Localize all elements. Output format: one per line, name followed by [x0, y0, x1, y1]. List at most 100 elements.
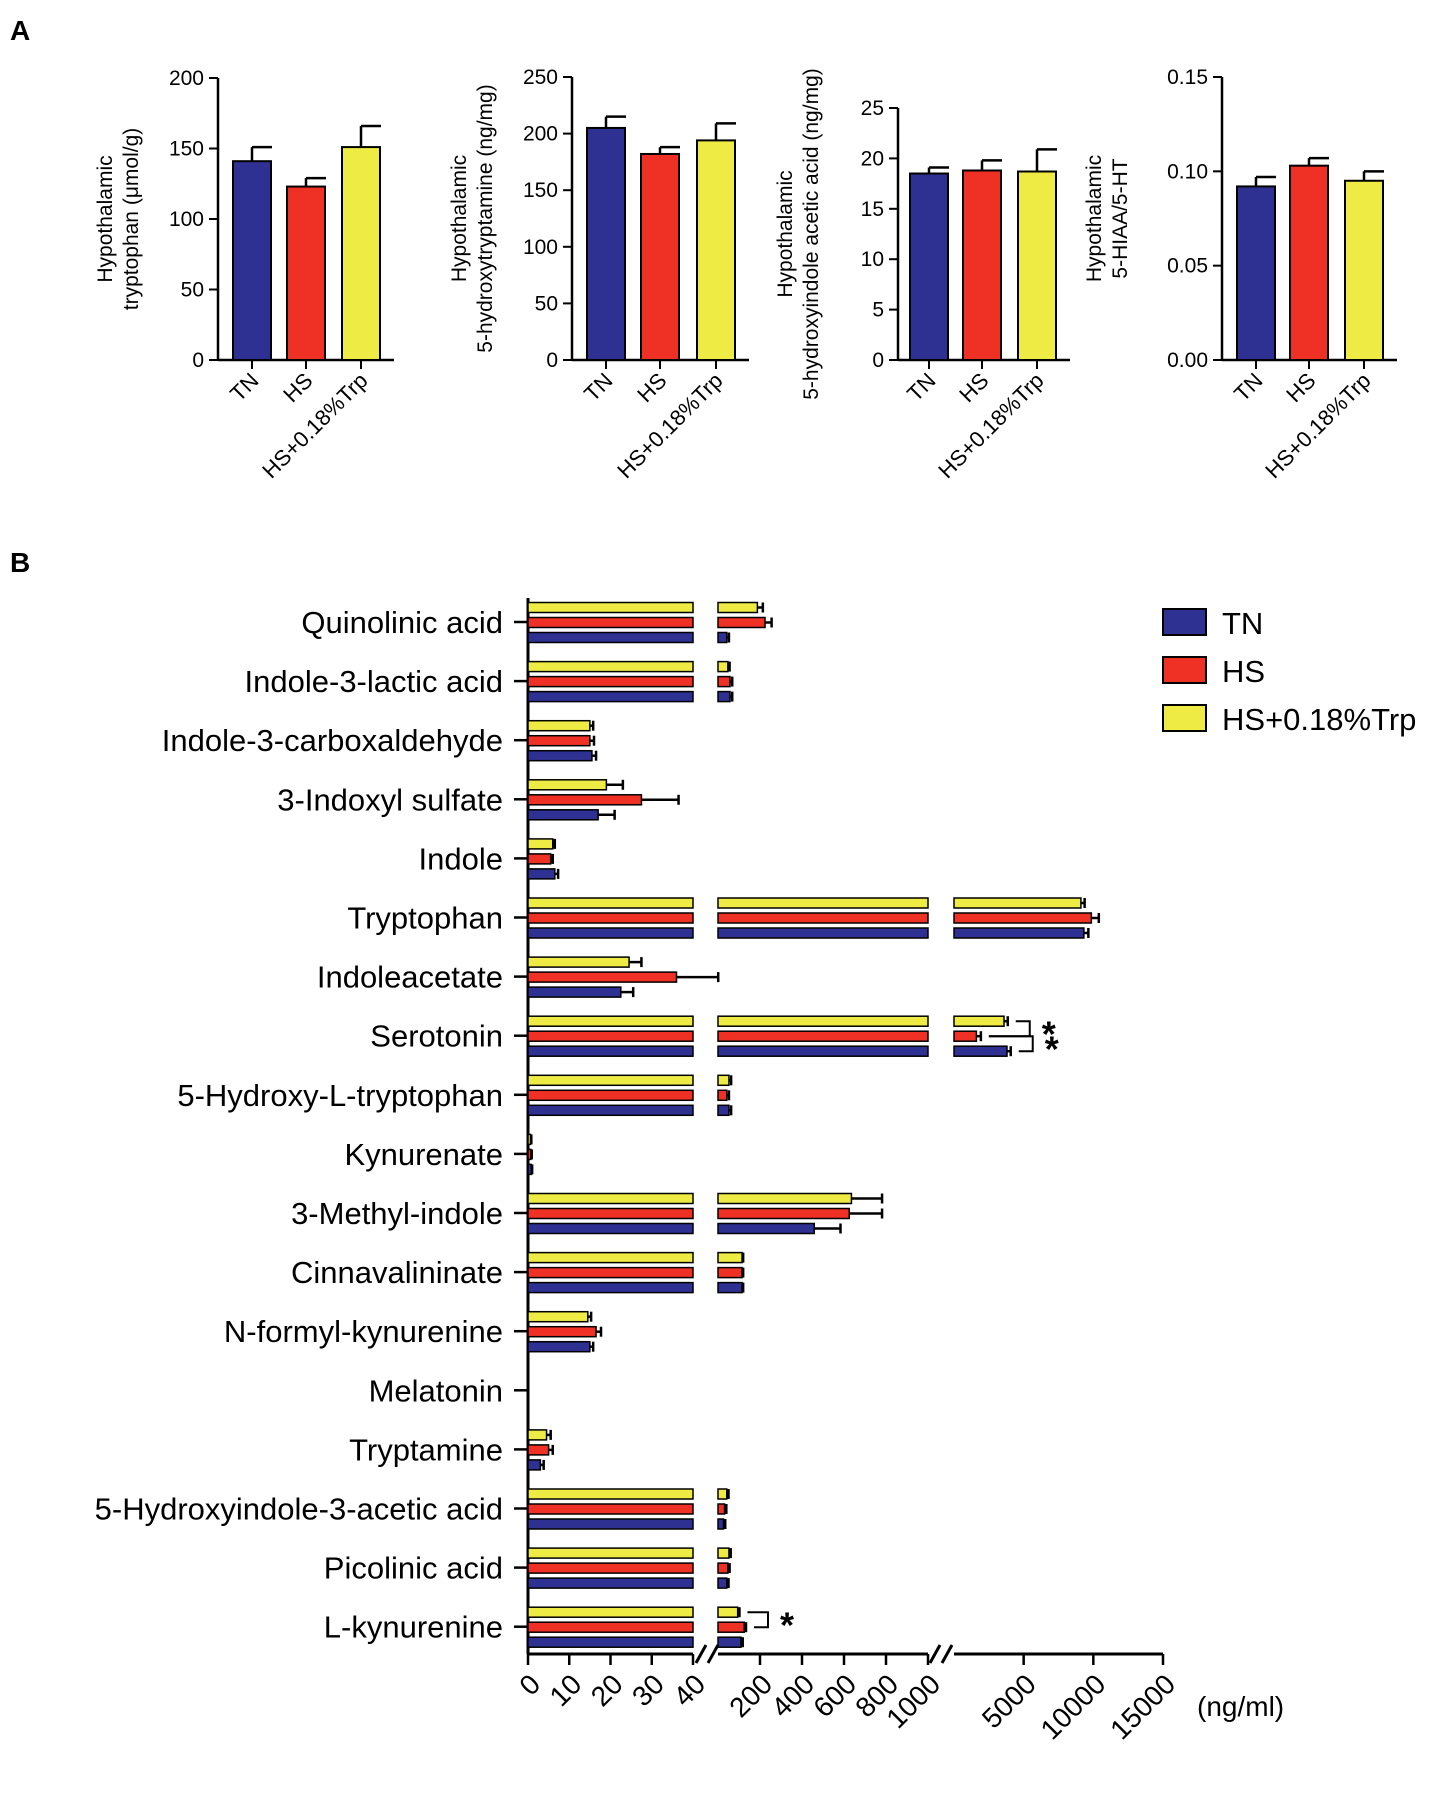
legend-swatch-hs-0-18-trp	[1162, 704, 1207, 732]
bar-tn	[527, 1459, 542, 1471]
bar-hs-0-18-trp	[717, 897, 929, 909]
metabolite-group-tryptophan: Tryptophan	[347, 897, 1101, 939]
x-tick-label: 10000	[1035, 1668, 1112, 1745]
bar-hs	[717, 912, 929, 924]
y-tick-label: 0.00	[1167, 349, 1208, 372]
bracket-line	[747, 1611, 769, 1629]
bar-hs-0-18-trp	[1017, 170, 1057, 361]
x-tick-label: 20	[585, 1668, 629, 1712]
y-tick-label: 0	[872, 349, 884, 372]
x-tick-label-hs: HS	[1281, 368, 1320, 407]
bar-tn	[527, 868, 556, 880]
x-tick-label-hs: HS	[632, 368, 671, 407]
bar-hs	[717, 1621, 745, 1633]
legend-swatch-hs	[1162, 656, 1207, 684]
y-tick-label: 0	[546, 349, 558, 372]
bar-hs-0-18-trp	[717, 1606, 739, 1618]
y-axis-label-line: tryptophan (μmol/g)	[120, 128, 143, 311]
bar-hs-0-18-trp	[527, 601, 694, 614]
x-tick-label: 10	[544, 1668, 588, 1712]
bar-hs	[1289, 164, 1329, 361]
legend-swatch-tn	[1162, 608, 1207, 636]
bar-hs	[953, 912, 1093, 924]
y-tick-label: 0.05	[1167, 255, 1208, 278]
bar-hs	[640, 152, 680, 361]
y-tick-label: 0.10	[1167, 160, 1208, 183]
y-tick-label: 0	[192, 349, 204, 372]
metabolite-group-l-kynurenine: L-kynurenine	[324, 1606, 748, 1648]
bar-tn	[717, 1045, 929, 1057]
metabolite-label: Picolinic acid	[324, 1551, 503, 1586]
bar-tn	[527, 631, 694, 644]
metabolite-label: 5-Hydroxy-L-tryptophan	[177, 1078, 503, 1113]
bar-hs	[717, 675, 731, 688]
bar-hs	[527, 1148, 532, 1161]
bar-hs	[527, 675, 694, 688]
bar-hs-0-18-trp	[527, 897, 694, 909]
axis-break-mark	[706, 1644, 720, 1664]
bar-hs-0-18-trp	[717, 1074, 730, 1087]
bar-hs-0-18-trp	[527, 779, 608, 791]
significance-star: *	[1042, 1014, 1056, 1055]
bar-tn	[527, 1518, 694, 1530]
metabolite-label: Kynurenate	[344, 1137, 503, 1172]
metabolite-group-quinolinic-acid: Quinolinic acid	[301, 601, 773, 644]
bar-tn	[953, 927, 1085, 939]
bar-hs-0-18-trp	[527, 1606, 694, 1618]
bar-hs	[527, 1444, 550, 1456]
bar-hs	[717, 1562, 729, 1574]
bar-hs-0-18-trp	[717, 1015, 929, 1027]
bar-hs	[717, 1503, 726, 1515]
bar-hs	[527, 734, 591, 747]
bar-tn	[527, 1281, 694, 1294]
y-tick-label: 100	[523, 236, 558, 259]
bar-tn	[527, 1045, 694, 1057]
bar-hs	[717, 1266, 743, 1279]
bar-chart-a1: 0 50 100 150 200 Hypothalamic tryptophan (μmol…	[94, 67, 394, 483]
bar-hs-0-18-trp	[527, 1074, 694, 1087]
metabolite-label: Indole	[419, 841, 503, 876]
bar-tn	[527, 1577, 694, 1589]
metabolite-group-5-hydroxyindole-3-acetic-acid: 5-Hydroxyindole-3-acetic acid	[95, 1488, 730, 1530]
bar-chart-a3: 0 5 10 15 20 25 Hypothalamic 5-hydroxyindole ac…	[774, 68, 1070, 483]
y-tick-label: 50	[181, 279, 204, 302]
bar-tn	[717, 690, 731, 703]
x-tick-label-tn: TN	[579, 368, 617, 406]
y-tick-label: 5	[872, 299, 884, 322]
significance-star: *	[780, 1605, 794, 1646]
bar-hs	[527, 1562, 694, 1574]
bar-tn	[717, 927, 929, 939]
metabolite-label: N-formyl-kynurenine	[224, 1314, 503, 1349]
bar-hs-0-18-trp	[717, 1192, 853, 1205]
y-tick-label: 200	[169, 67, 204, 90]
x-tick-label: 0	[513, 1668, 546, 1701]
metabolite-group-n-formyl-kynurenine: N-formyl-kynurenine	[224, 1310, 603, 1353]
x-tick-label-hs: HS	[278, 368, 317, 407]
bar-tn	[527, 1222, 694, 1235]
bar-hs-0-18-trp	[527, 719, 591, 732]
legend-label-hs: HS	[1222, 654, 1265, 689]
metabolite-label: Indole-3-carboxaldehyde	[162, 723, 503, 758]
bar-tn	[527, 1104, 694, 1117]
panel-letter-b: B	[10, 547, 30, 578]
y-tick-label: 250	[523, 66, 558, 89]
y-tick-label: 50	[535, 292, 558, 315]
y-tick-label: 20	[861, 147, 884, 170]
axis-break-mark	[940, 1644, 954, 1664]
bar-chart-a2: 0 50 100 150 200 250 Hypothalamic 5-hydroxytryp…	[448, 66, 749, 483]
metabolite-group-3-methyl-indole: 3-Methyl-indole	[291, 1192, 884, 1235]
metabolite-group-indole-3-carboxaldehyde: Indole-3-carboxaldehyde	[162, 719, 598, 762]
bar-tn	[717, 1518, 725, 1530]
bar-tn	[717, 1222, 815, 1235]
bar-tn	[909, 172, 949, 361]
bar-tn	[527, 1163, 533, 1176]
x-tick-label-hs: HS	[954, 368, 993, 407]
metabolite-label: Cinnavalininate	[291, 1255, 503, 1290]
metabolite-label: 3-Methyl-indole	[291, 1196, 503, 1231]
bar-tn	[953, 1045, 1008, 1057]
bar-tn	[717, 1577, 728, 1589]
metabolite-group-5-hydroxy-l-tryptophan: 5-Hydroxy-L-tryptophan	[177, 1074, 733, 1117]
bar-hs-0-18-trp	[717, 1547, 730, 1559]
metabolite-label: 3-Indoxyl sulfate	[277, 782, 503, 817]
